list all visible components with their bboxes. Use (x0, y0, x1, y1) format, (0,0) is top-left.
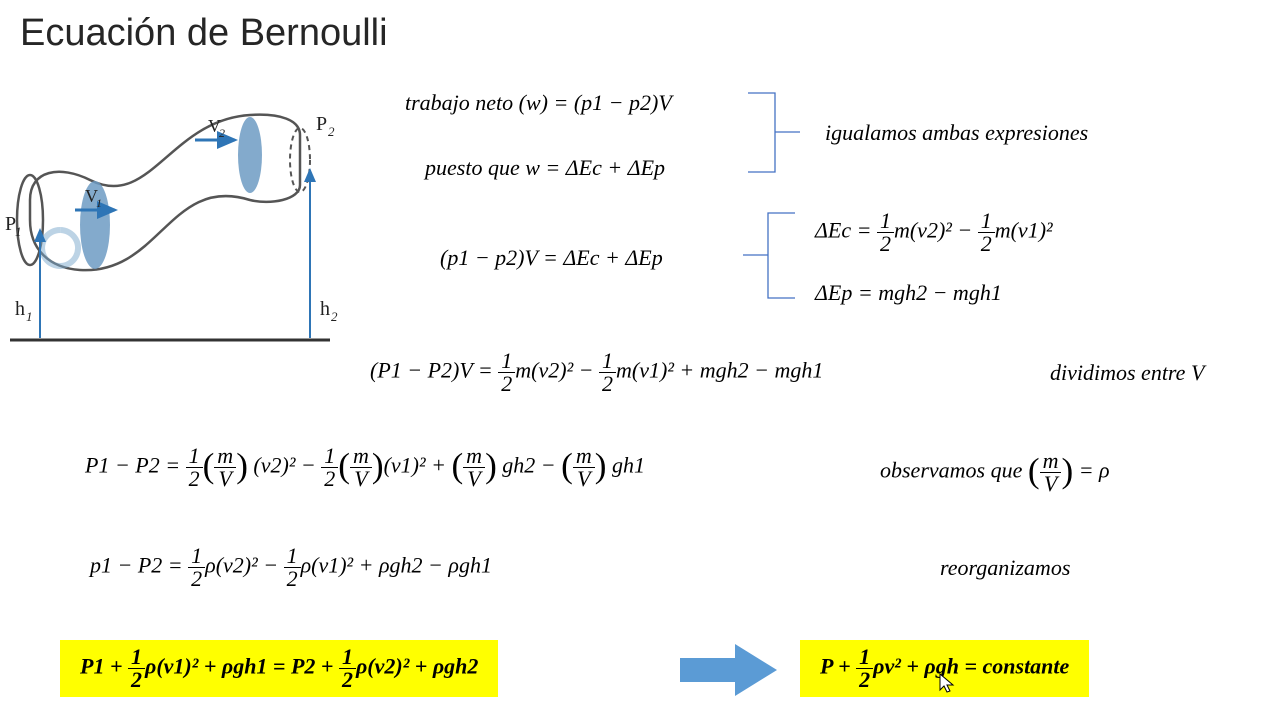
t: m(v1)² + mgh2 − mgh1 (616, 358, 823, 383)
svg-text:1: 1 (26, 309, 33, 324)
math: (w) = (p1 − p2)V (519, 90, 672, 115)
t: P + (820, 654, 856, 679)
half: 12 (186, 445, 203, 490)
eq-trabajo-neto: trabajo neto (w) = (p1 − p2)V (405, 90, 672, 116)
note-igualamos: igualamos ambas expresiones (825, 120, 1088, 146)
svg-text:2: 2 (219, 126, 225, 140)
eq-rho: p1 − P2 = 12ρ(v2)² − 12ρ(v1)² + ρgh2 − ρ… (90, 545, 492, 590)
t: (P1 − P2)V = (370, 358, 498, 383)
eq-p1p2-deltas: (p1 − p2)V = ΔEc + ΔEp (440, 245, 663, 271)
page-title: Ecuación de Bernoulli (20, 12, 388, 55)
t: ρ(v1)² + ρgh2 − ρgh1 (301, 553, 492, 578)
half: 12 (339, 646, 356, 691)
half: 12 (498, 350, 515, 395)
t: p1 − P2 = (90, 553, 188, 578)
t: m(v2)² − (894, 218, 978, 243)
t: ρv² + ρgh = constante (873, 654, 1069, 679)
mV: mV (350, 445, 372, 490)
t: m(v1)² (995, 218, 1053, 243)
note-reorganizamos: reorganizamos (940, 555, 1070, 581)
t: (v2)² − (248, 453, 321, 478)
t: ΔEc = (815, 218, 877, 243)
text: trabajo neto (405, 90, 519, 115)
text: puesto que (425, 155, 525, 180)
pipe-diagram: P 1 P 2 V 1 V 2 h 1 h 2 (0, 80, 340, 360)
half: 12 (284, 545, 301, 590)
t: gh1 (606, 453, 645, 478)
bracket-1 (745, 90, 805, 180)
cursor-icon (938, 672, 956, 694)
t: gh2 − (497, 453, 561, 478)
math: w = ΔEc + ΔEp (525, 155, 665, 180)
half: 12 (599, 350, 616, 395)
t: m(v2)² − (515, 358, 599, 383)
t: ρ(v2)² − (205, 553, 283, 578)
mV: mV (1040, 450, 1062, 495)
eq-puesto-que: puesto que w = ΔEc + ΔEp (425, 155, 665, 181)
eq-delta-ep: ΔEp = mgh2 − mgh1 (815, 280, 1002, 306)
half: 12 (978, 210, 995, 255)
mV: mV (214, 445, 236, 490)
svg-text:1: 1 (96, 196, 102, 210)
mV: mV (463, 445, 485, 490)
t: P1 − P2 = (85, 453, 186, 478)
t: P1 + (80, 654, 128, 679)
note-dividimos: dividimos entre V (1050, 360, 1204, 386)
half: 12 (321, 445, 338, 490)
mV: mV (573, 445, 595, 490)
svg-text:1: 1 (15, 224, 22, 239)
eq-divided: P1 − P2 = 12(mV) (v2)² − 12(mV)(v1)² + (… (85, 445, 645, 490)
eq-result-left: P1 + 12ρ(v1)² + ρgh1 = P2 + 12ρ(v2)² + ρ… (60, 640, 498, 697)
t: observamos que (880, 458, 1028, 483)
eq-expanded: (P1 − P2)V = 12m(v2)² − 12m(v1)² + mgh2 … (370, 350, 823, 395)
t: (v1)² + (384, 453, 452, 478)
svg-text:2: 2 (328, 124, 335, 139)
t: ρ(v1)² + ρgh1 = P2 + (145, 654, 339, 679)
note-observamos: observamos que (mV) = ρ (880, 450, 1110, 495)
t: ρ(v2)² + ρgh2 (356, 654, 478, 679)
result-arrow-icon (675, 640, 785, 700)
svg-text:h: h (15, 298, 25, 320)
half: 12 (128, 646, 145, 691)
eq-delta-ec: ΔEc = 12m(v2)² − 12m(v1)² (815, 210, 1053, 255)
half: 12 (877, 210, 894, 255)
half: 12 (188, 545, 205, 590)
svg-text:P: P (316, 113, 327, 135)
bracket-2 (740, 210, 805, 305)
svg-text:h: h (320, 298, 330, 320)
t: = ρ (1073, 458, 1109, 483)
half: 12 (856, 646, 873, 691)
svg-text:2: 2 (331, 309, 338, 324)
